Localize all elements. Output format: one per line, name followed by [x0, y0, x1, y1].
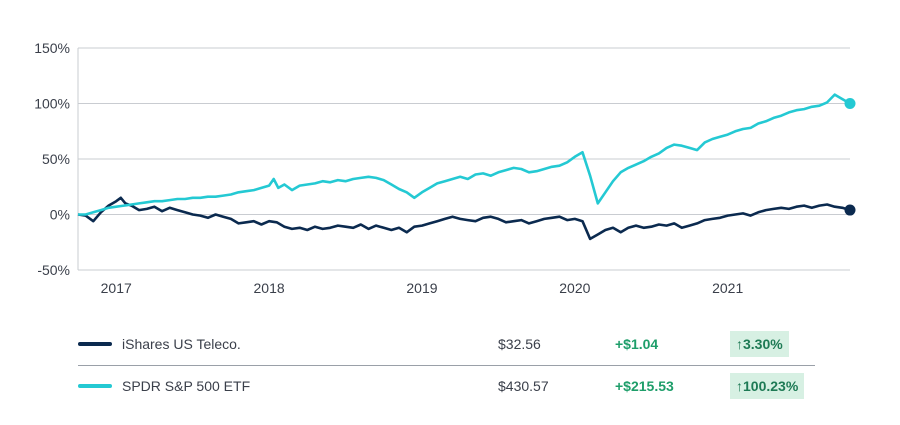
y-tick-label: 100%: [34, 96, 70, 112]
y-tick-label: 50%: [42, 151, 70, 167]
legend-divider: [78, 365, 815, 366]
legend-swatch-ishares: [78, 342, 112, 346]
legend-name: SPDR S&P 500 ETF: [122, 378, 251, 394]
up-arrow-icon: ↑: [736, 336, 743, 352]
series-line-0: [77, 196, 851, 241]
legend-percent-badge: ↑100.23%: [730, 373, 805, 399]
legend-name: iShares US Teleco.: [122, 336, 241, 352]
y-tick-label: 150%: [34, 40, 70, 56]
x-tick-label: 2018: [254, 280, 285, 296]
legend-price: $430.57: [498, 378, 549, 394]
legend-price: $32.56: [498, 336, 541, 352]
grid-lines: [77, 47, 850, 271]
x-tick-label: 2017: [101, 280, 132, 296]
series-lines: [77, 93, 856, 241]
series-end-marker-0: [844, 204, 856, 216]
legend-change: +$1.04: [615, 336, 659, 352]
y-tick-label: -50%: [37, 262, 70, 278]
legend-change: +$215.53: [615, 378, 674, 394]
legend-row-spdr[interactable]: SPDR S&P 500 ETF $430.57 +$215.53 ↑100.2…: [78, 366, 813, 406]
legend-swatch-spdr: [78, 384, 112, 388]
legend-row-ishares[interactable]: iShares US Teleco. $32.56 +$1.04 ↑3.30%: [78, 324, 813, 364]
y-axis-ticks: 150% 100% 50% 0% -50%: [34, 40, 70, 278]
series-line-1: [78, 93, 851, 216]
series-end-marker-1: [844, 98, 856, 109]
x-axis-ticks: 2017 2018 2019 2020 2021: [101, 280, 744, 296]
legend-percent-badge: ↑3.30%: [730, 331, 789, 357]
y-tick-label: 0%: [50, 207, 70, 223]
up-arrow-icon: ↑: [736, 378, 743, 394]
x-tick-label: 2020: [559, 280, 590, 296]
line-chart: 150% 100% 50% 0% -50% 2017 2018 2019 2020 2021: [34, 40, 856, 296]
x-tick-label: 2021: [712, 280, 743, 296]
x-tick-label: 2019: [406, 280, 437, 296]
